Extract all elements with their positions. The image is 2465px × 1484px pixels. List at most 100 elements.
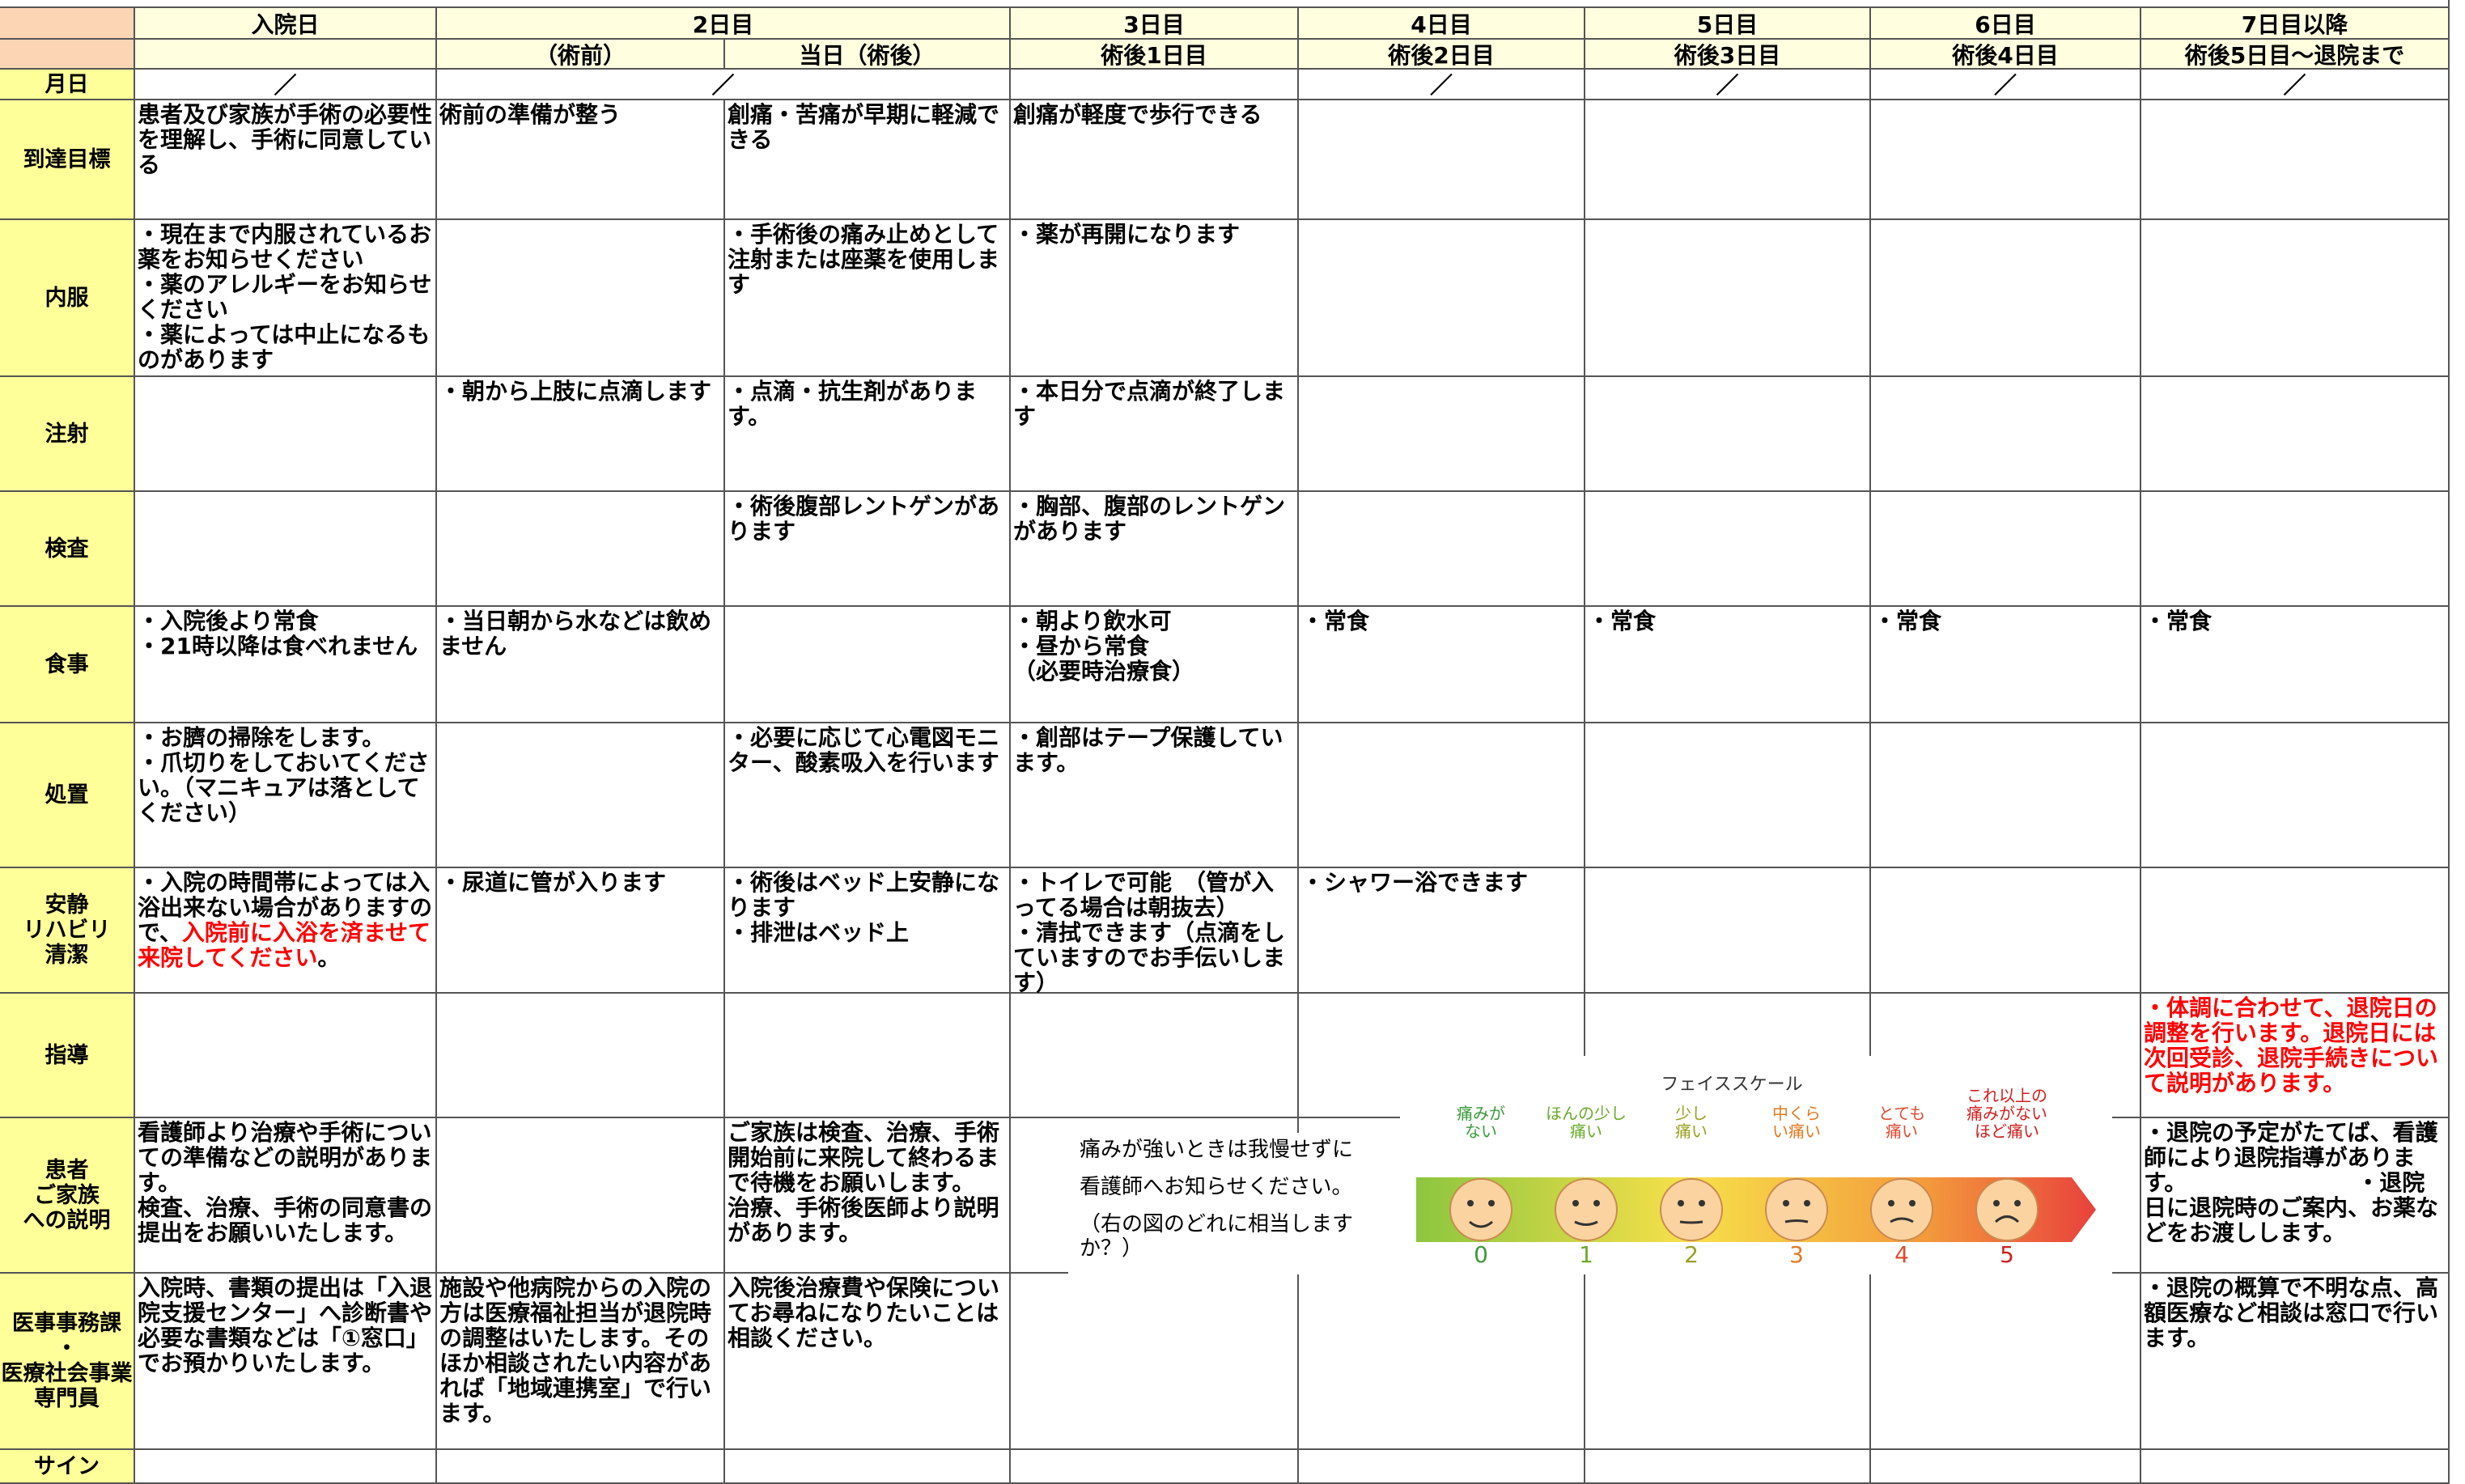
cell-text: ・入院の時間帯によっては入浴出来ない場合がありますので、入院前に入浴を済ませて来… [135, 868, 435, 972]
note-line: 看護師へお知らせください。 [1080, 1175, 1353, 1199]
cell-text: 創痛が軽度で歩行できる [1013, 101, 1262, 128]
cell [437, 1450, 725, 1484]
cell: ・現在まで内服されているお薬をお知らせください ・薬のアレルギーをお知らせくださ… [135, 220, 437, 377]
cell [1299, 100, 1585, 220]
row-label: 食事 [0, 607, 135, 723]
eye [1993, 1200, 2000, 1206]
phase-header: 当日（術後） [725, 40, 1011, 70]
cell: ・トイレで可能 （管が入ってる場合は朝抜去） ・清拭できます（点滴をしていますの… [1011, 868, 1299, 996]
day-header: 3日目 [1011, 8, 1299, 40]
cell [1299, 1450, 1585, 1484]
cell: 施設や他病院からの入院の方は医療福祉担当が退院時の調整はいたします。そのほか相談… [437, 1274, 725, 1450]
cell: ・術後腹部レントゲンがあります [725, 492, 1011, 607]
cell: ・尿道に管が入ります [437, 868, 725, 994]
day-header: 2日目 [437, 8, 1011, 40]
cell-text: ・必要に応じて心電図モニター、酸素吸入を行います [728, 724, 1000, 776]
cell: 創痛が軽度で歩行できる [1011, 100, 1299, 220]
cell [1585, 100, 1871, 220]
cell-text: ・胸部、腹部のレントゲンがあります [1013, 493, 1286, 545]
eye [1804, 1200, 1810, 1206]
cell: ・必要に応じて心電図モニター、酸素吸入を行います [725, 723, 1011, 868]
cell-text: ・術後はベッド上安静になります ・排泄はベッド上 [728, 869, 1000, 946]
note-line: （右の図のどれに相当しますか？） [1080, 1212, 1354, 1261]
text-part: ・入院の時間帯によっては入浴出来ない場合がありますので、 [138, 869, 433, 946]
cell-text: ・当日朝から水などは飲めません [439, 608, 712, 659]
pain-note: 痛みが強いときは我慢せずに 看護師へお知らせください。 （右の図のどれに相当しますか… [1068, 1133, 1400, 1274]
cell [1871, 868, 2141, 994]
eye [1467, 1200, 1474, 1206]
cell [2141, 723, 2450, 868]
cell [135, 994, 437, 1118]
date-mark: ／ [1871, 70, 2141, 100]
phase-header: 術後3日目 [1585, 40, 1871, 70]
cell [135, 492, 437, 607]
face-level: 3 [1789, 1241, 1804, 1268]
cell-text: ・尿道に管が入ります [439, 869, 667, 896]
face-label: これ以上の痛みがないほど痛い [1966, 1086, 2047, 1141]
cell-text: ・術後腹部レントゲンがあります [728, 493, 1000, 545]
cell: 患者及び家族が手術の必要性を理解し、手術に同意している [135, 100, 437, 220]
cell [1871, 1450, 2141, 1484]
day-header: 6日目 [1871, 8, 2141, 40]
cell: ・退院の予定がたてば、看護師により退院指導があります。 ・退院日に退院時のご案内… [2141, 1118, 2450, 1274]
mouth [1784, 1219, 1809, 1223]
day-header: 4日目 [1299, 8, 1585, 40]
cell [1299, 492, 1585, 607]
row-label: 月日 [0, 70, 135, 100]
cell: 入院時、書類の提出は「入退院支援センター」へ診断書や必要な書類などは「①窓口」で… [135, 1274, 437, 1450]
cell [2141, 492, 2450, 607]
phase-header: 術後2日目 [1299, 40, 1585, 70]
cell-text: ・現在まで内服されているお薬をお知らせください ・薬のアレルギーをお知らせくださ… [138, 221, 432, 373]
cell [1299, 220, 1585, 377]
cell [1871, 723, 2141, 868]
row-label: 注射 [0, 377, 135, 492]
cell-text: ・点滴・抗生剤があります。 [728, 378, 978, 430]
cell-text: ・常食 [1301, 608, 1370, 634]
cell-text: ・常食 [2144, 608, 2213, 634]
row-label: 検査 [0, 492, 135, 607]
cell [2141, 220, 2450, 377]
cell-text: ・手術後の痛み止めとして注射または座薬を使用します [728, 221, 1000, 298]
day-header: 5日目 [1585, 8, 1871, 40]
cell-text: ・シャワー浴できます [1301, 869, 1529, 896]
cell: ・薬が再開になります [1011, 220, 1299, 377]
cell-text: 術前の準備が整う [439, 101, 622, 128]
corner [0, 8, 135, 40]
cell-text: ・朝より飲水可 ・昼から常食 （必要時治療食） [1013, 608, 1195, 685]
cell [1585, 1274, 1871, 1450]
face-level: 5 [2000, 1241, 2014, 1268]
text-part: 入院前に入浴を済ませて来院してください [138, 919, 431, 971]
cell [437, 994, 725, 1118]
cell [1871, 377, 2141, 492]
cell-text: ・創部はテープ保護しています。 [1013, 724, 1283, 776]
eye [1888, 1200, 1894, 1206]
face [1660, 1178, 1723, 1241]
cell-text: ご家族は検査、治療、手術開始前に来院して終わるまで待機をお願いします。 治療、手… [728, 1119, 1000, 1246]
cell [135, 1450, 437, 1484]
cell: 看護師より治療や手術についての準備などの説明があります。 検査、治療、手術の同意… [135, 1118, 437, 1274]
face [1765, 1178, 1828, 1241]
face [1449, 1178, 1513, 1241]
cell: ・入院後より常食 ・21時以降は食べれません [135, 607, 437, 723]
cell-text: ・トイレで可能 （管が入ってる場合は朝抜去） ・清拭できます（点滴をしていますの… [1013, 869, 1286, 996]
phase-header: 術後4日目 [1871, 40, 2141, 70]
cell [437, 1118, 725, 1274]
phase-header: 術後1日目 [1011, 40, 1299, 70]
cell-text: ・本日分で点滴が終了します [1013, 378, 1286, 430]
cell-text: ・薬が再開になります [1013, 221, 1241, 248]
eye [1909, 1200, 1916, 1206]
cell [437, 220, 725, 377]
face-label: 中くらい痛い [1772, 1104, 1821, 1141]
eye [1699, 1200, 1705, 1206]
cell: ・当日朝から水などは飲めません [437, 607, 725, 723]
cell: ご家族は検査、治療、手術開始前に来院して終わるまで待機をお願いします。 治療、手… [725, 1118, 1011, 1274]
cell: ・常食 [1299, 607, 1585, 723]
face-label: 少し痛い [1675, 1104, 1708, 1141]
cell [1585, 220, 1871, 377]
cell [135, 377, 437, 492]
row-label: 安静 リハビリ 清潔 [0, 868, 135, 994]
date-cell [1011, 70, 1299, 100]
cell [2141, 377, 2450, 492]
cell: ・胸部、腹部のレントゲンがあります [1011, 492, 1299, 607]
